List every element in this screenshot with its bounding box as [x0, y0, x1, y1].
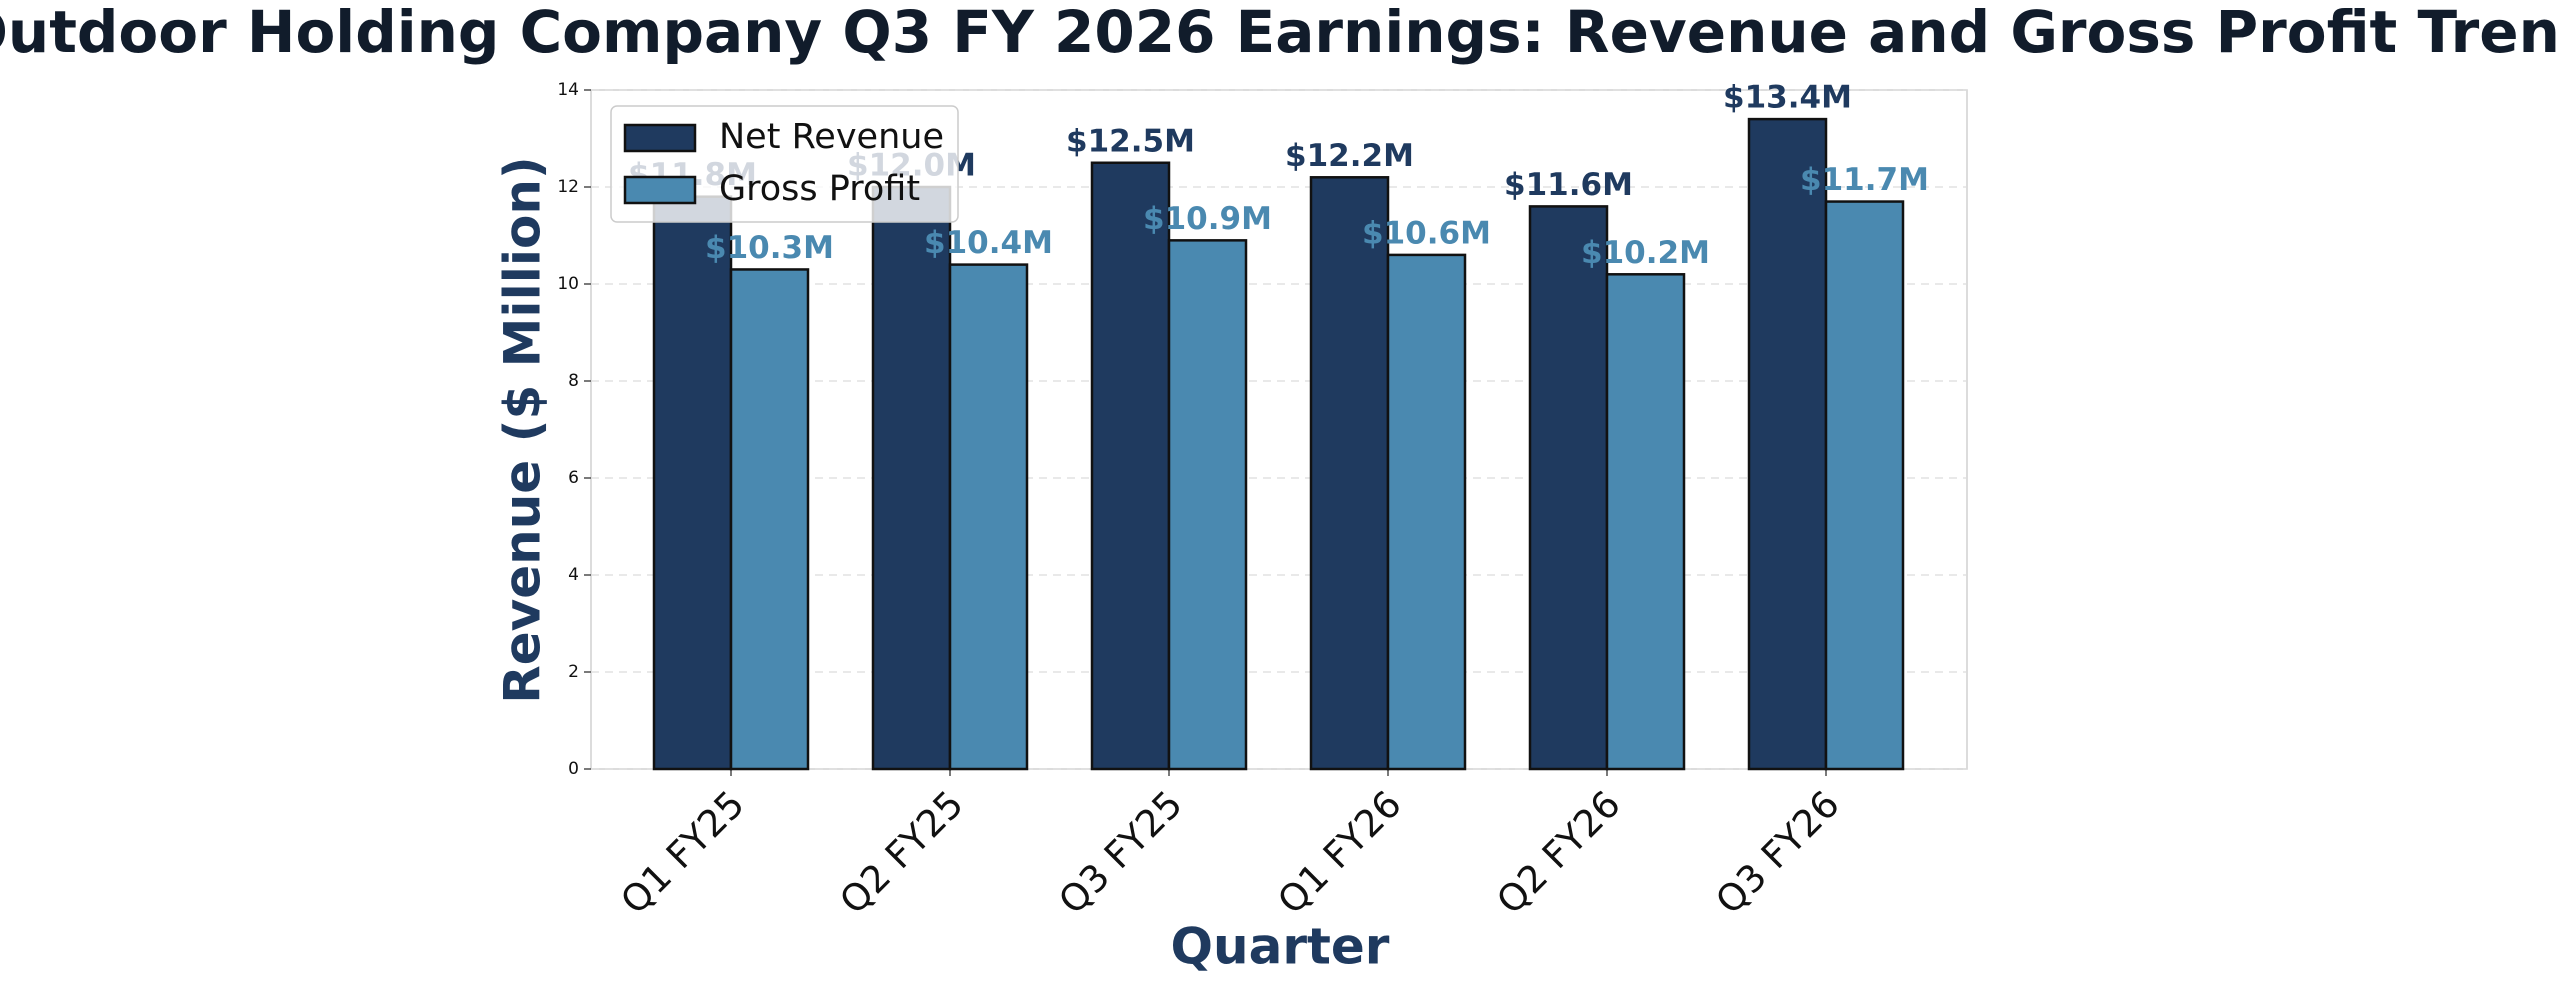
value-label: $11.6M	[1504, 167, 1633, 203]
bar	[1528, 205, 1609, 771]
x-tick-label: Q3 FY26	[1708, 782, 1848, 922]
y-tick-label: 2	[568, 662, 579, 682]
bar	[1605, 273, 1686, 771]
x-tick-label: Q1 FY26	[1270, 782, 1410, 922]
legend-box	[610, 105, 959, 223]
y-tick-label: 6	[568, 468, 579, 488]
y-tick-label: 14	[557, 80, 579, 100]
x-axis-label: Quarter	[1171, 918, 1390, 976]
value-label: $11.7M	[1800, 162, 1929, 198]
bar	[1824, 200, 1905, 771]
y-axis-label: Revenue ($ Million)	[494, 156, 552, 704]
bar	[1167, 239, 1248, 771]
value-label: $10.6M	[1362, 215, 1491, 251]
x-tick-label: Q3 FY25	[1051, 782, 1191, 922]
bar	[871, 185, 952, 771]
legend-swatch	[623, 123, 697, 153]
value-label: $10.4M	[924, 225, 1053, 261]
value-label: $10.2M	[1581, 235, 1710, 271]
bar	[1309, 176, 1390, 771]
chart-title: Outdoor Holding Company Q3 FY 2026 Earni…	[0, 0, 2560, 66]
bar	[948, 263, 1029, 771]
bar	[1090, 161, 1171, 771]
value-label: $12.5M	[1066, 123, 1195, 159]
value-label: $12.2M	[1285, 138, 1414, 174]
x-tick-label: Q2 FY26	[1489, 782, 1629, 922]
legend-label: Gross Profit	[719, 169, 920, 209]
x-tick-label: Q2 FY25	[832, 782, 972, 922]
bar	[729, 268, 810, 771]
bar	[1386, 253, 1467, 771]
y-tick-label: 0	[568, 759, 579, 779]
x-tick-label: Q1 FY25	[613, 782, 753, 922]
value-label: $10.9M	[1143, 201, 1272, 237]
y-tick-label: 10	[557, 274, 579, 294]
y-tick-label: 12	[557, 177, 579, 197]
value-label: $13.4M	[1723, 80, 1852, 116]
y-tick-label: 4	[568, 565, 579, 585]
bar	[652, 195, 733, 771]
value-label: $10.3M	[705, 230, 834, 266]
bar	[1747, 117, 1828, 771]
legend-label: Net Revenue	[719, 117, 944, 157]
legend-swatch	[623, 175, 697, 205]
y-tick-label: 8	[568, 371, 579, 391]
